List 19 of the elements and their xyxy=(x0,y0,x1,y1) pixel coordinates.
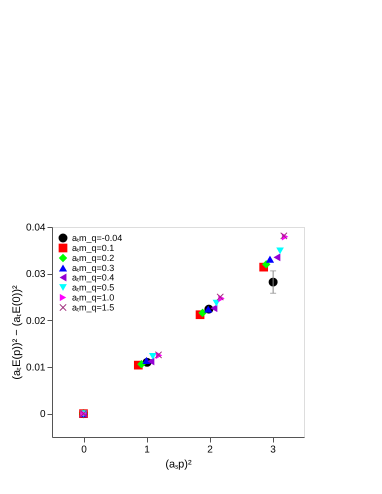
x-tick-label: 1 xyxy=(144,444,150,456)
x-axis-title: (aₛp)² xyxy=(165,458,192,470)
x-tick-label: 3 xyxy=(270,444,276,456)
legend-label: aₜm_q=-0.04 xyxy=(72,233,122,243)
y-axis-title: (aₜE(p))² − (aₜE(0))² xyxy=(11,285,24,380)
y-tick-label: 0.02 xyxy=(26,316,46,327)
legend-label: aₜm_q=0.5 xyxy=(72,282,114,292)
legend-label: aₜm_q=1.5 xyxy=(72,302,114,312)
y-tick-label: 0.01 xyxy=(26,362,46,374)
y-tick-label: 0 xyxy=(40,409,46,420)
legend-label: aₜm_q=1.0 xyxy=(72,292,114,302)
x-tick-label: 2 xyxy=(207,444,214,456)
y-tick-label: 0.04 xyxy=(26,222,46,234)
legend-label: aₜm_q=0.4 xyxy=(72,272,114,282)
legend-label: aₜm_q=0.2 xyxy=(72,253,114,263)
y-tick-label: 0.03 xyxy=(26,269,46,280)
legend-label: aₜm_q=0.3 xyxy=(72,263,114,273)
legend-label: aₜm_q=0.1 xyxy=(72,243,114,253)
x-tick-label: 0 xyxy=(81,444,88,456)
